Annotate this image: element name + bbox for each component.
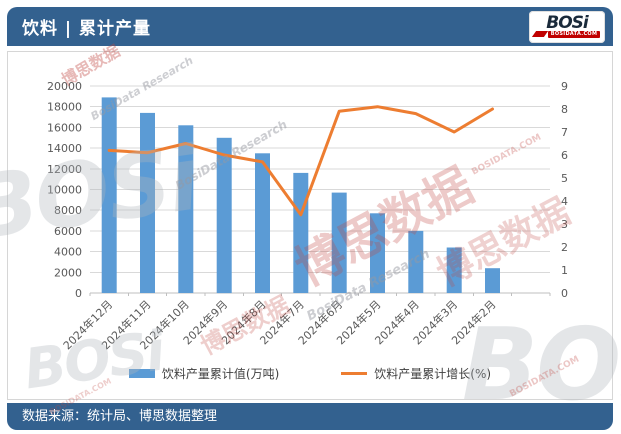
footer-bar: 数据来源：统计局、博思数据整理 <box>7 403 613 430</box>
svg-text:2000: 2000 <box>54 266 82 279</box>
svg-text:0: 0 <box>75 287 82 300</box>
svg-text:10000: 10000 <box>47 184 82 197</box>
legend-item-bar-series: 饮料产量累计值(万吨) <box>128 365 280 382</box>
svg-text:5: 5 <box>561 172 568 185</box>
chart-panel: 0 2000 4000 6000 8000 10000 12000 14000 16000 180… <box>7 51 613 400</box>
logo-domain: BOSIDATA.COM <box>547 30 601 38</box>
bar-series-swatch <box>128 369 155 378</box>
svg-text:4: 4 <box>561 195 568 208</box>
chart-legend: 饮料产量累计值(万吨) 饮料产量累计增长(%) <box>8 365 612 382</box>
svg-text:3: 3 <box>561 218 568 231</box>
bar-series-label: 饮料产量累计值(万吨) <box>161 367 280 381</box>
svg-text:0: 0 <box>561 287 568 300</box>
logo-red-slash-icon <box>531 31 548 37</box>
svg-text:20000: 20000 <box>47 80 82 93</box>
svg-text:18000: 18000 <box>47 101 82 114</box>
svg-text:14000: 14000 <box>47 142 82 155</box>
data-source-text: 数据来源：统计局、博思数据整理 <box>22 409 218 424</box>
svg-text:8000: 8000 <box>54 204 82 217</box>
svg-text:1: 1 <box>561 264 568 277</box>
logo-wordmark: BOSi <box>546 12 588 33</box>
svg-text:4000: 4000 <box>54 246 82 259</box>
header-bar: 饮料 | 累计产量 BOSi BOSIDATA.COM <box>7 7 613 46</box>
svg-text:2: 2 <box>561 241 568 254</box>
line-series-label: 饮料产量累计增长(%) <box>374 367 492 381</box>
svg-text:12000: 12000 <box>47 163 82 176</box>
combo-chart: 0200040006000800010000120001400016000180… <box>47 80 568 352</box>
svg-text:9: 9 <box>561 80 568 93</box>
svg-text:6000: 6000 <box>54 225 82 238</box>
line-series-swatch <box>341 372 368 375</box>
svg-text:16000: 16000 <box>47 121 82 134</box>
svg-text:8: 8 <box>561 103 568 116</box>
page-title: 饮料 | 累计产量 <box>22 19 152 39</box>
bosi-logo: BOSi BOSIDATA.COM <box>529 10 605 43</box>
svg-text:6: 6 <box>561 149 568 162</box>
legend-item-line-series: 饮料产量累计增长(%) <box>341 365 491 382</box>
svg-text:7: 7 <box>561 126 568 139</box>
